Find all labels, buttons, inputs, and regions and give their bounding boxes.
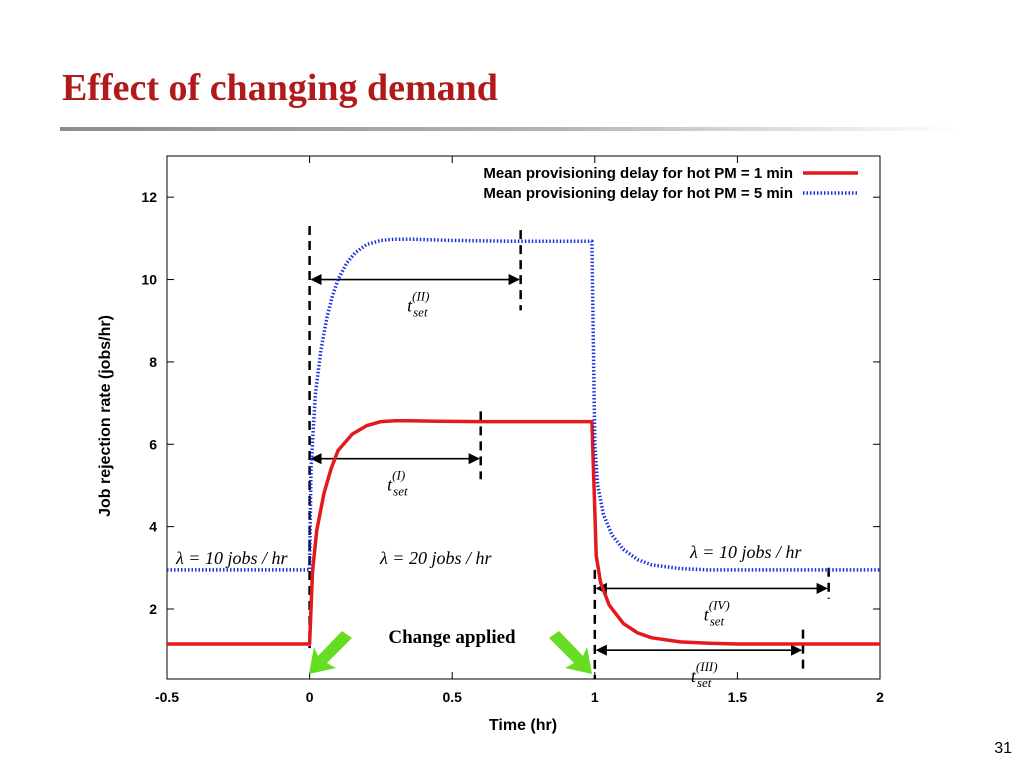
series-lines bbox=[167, 237, 880, 646]
series-line-2 bbox=[167, 237, 880, 572]
x-tick-label: 0 bbox=[306, 689, 314, 705]
settling-time-subscript-1: set bbox=[393, 484, 408, 499]
y-tick-label: 6 bbox=[149, 436, 157, 452]
legend: Mean provisioning delay for hot PM = 1 m… bbox=[483, 165, 858, 202]
x-tick-label: -0.5 bbox=[155, 689, 179, 705]
settling-time-label-3: t(III) bbox=[691, 659, 718, 686]
settling-time-subscript-4: set bbox=[710, 613, 725, 628]
series-line-1 bbox=[167, 419, 880, 646]
settling-time-label-1: t(I) bbox=[387, 468, 405, 495]
y-axis-label: Job rejection rate (jobs/hr) bbox=[97, 315, 114, 517]
title-divider bbox=[60, 127, 960, 131]
settling-time-subscript-3: set bbox=[697, 675, 712, 690]
change-applied-label: Change applied bbox=[388, 627, 516, 648]
change-applied-arrow-right bbox=[549, 631, 592, 674]
settling-time-label-4: t(IV) bbox=[704, 597, 730, 624]
y-tick-label: 8 bbox=[149, 354, 157, 370]
y-tick-label: 10 bbox=[141, 272, 157, 288]
slide-title: Effect of changing demand bbox=[62, 67, 498, 109]
y-tick-label: 12 bbox=[141, 189, 157, 205]
x-tick-label: 0.5 bbox=[442, 689, 462, 705]
settling-time-label-2: t(II) bbox=[407, 289, 429, 316]
settling-time-subscript-2: set bbox=[413, 305, 428, 320]
lambda-label-during: λ = 20 jobs / hr bbox=[379, 548, 492, 568]
x-tick-label: 1.5 bbox=[728, 689, 748, 705]
x-axis-ticks: -0.5 0 0.5 1 1.5 2 bbox=[155, 156, 884, 705]
y-tick-label: 4 bbox=[149, 519, 157, 535]
x-axis-label: Time (hr) bbox=[489, 717, 557, 734]
legend-label-series-1: Mean provisioning delay for hot PM = 1 m… bbox=[483, 165, 793, 182]
x-tick-label: 2 bbox=[876, 689, 884, 705]
lambda-label-after: λ = 10 jobs / hr bbox=[689, 542, 802, 562]
x-tick-label: 1 bbox=[591, 689, 599, 705]
y-axis-ticks: 2 4 6 8 10 12 bbox=[141, 189, 880, 617]
change-applied-arrow-left bbox=[309, 631, 352, 674]
page-number: 31 bbox=[994, 740, 1012, 757]
lambda-label-before: λ = 10 jobs / hr bbox=[175, 548, 288, 568]
y-tick-label: 2 bbox=[149, 601, 157, 617]
plot-area-frame bbox=[166, 155, 881, 680]
legend-label-series-2: Mean provisioning delay for hot PM = 5 m… bbox=[483, 185, 793, 202]
